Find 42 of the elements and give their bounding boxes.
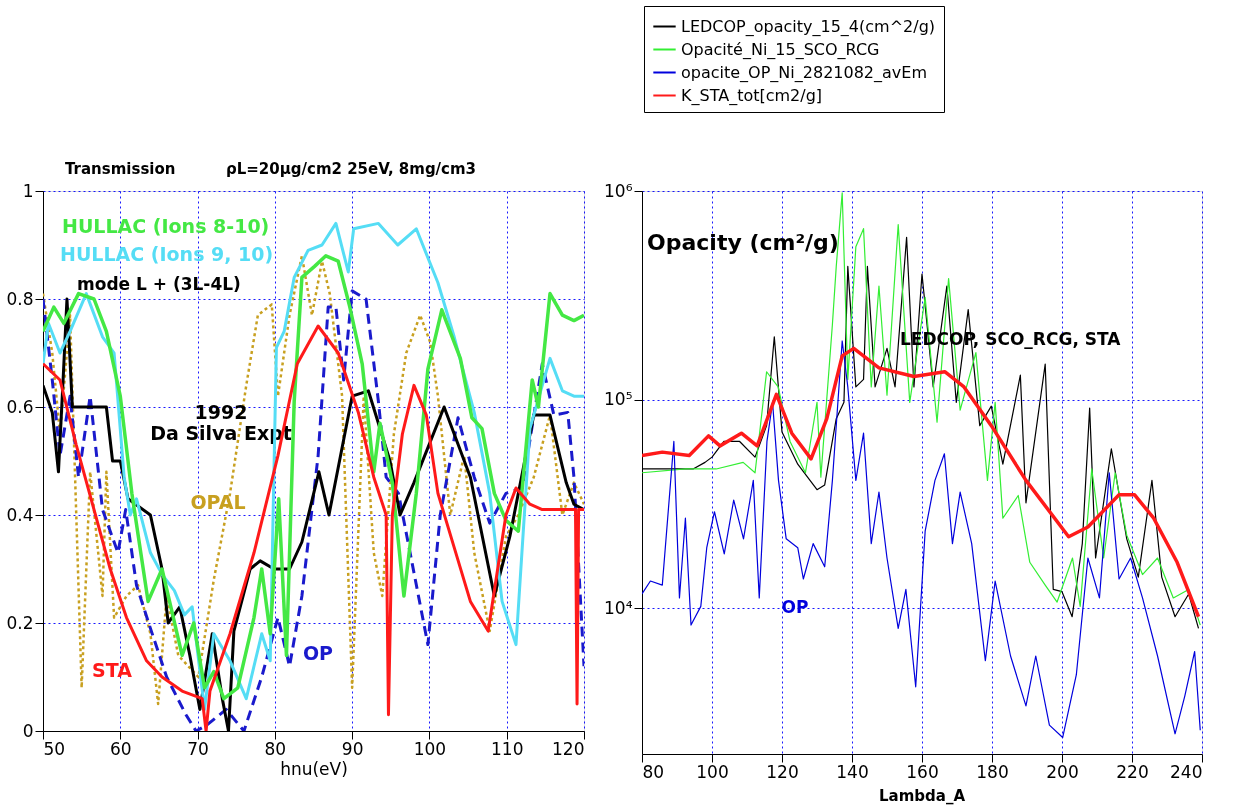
x-tick-label: 160 <box>906 761 939 782</box>
y-tick-label: 0 <box>22 720 34 741</box>
y-tick-label: 10⁵ <box>604 389 633 410</box>
legend-label: LEDCOP_opacity_15_4(cm^2/g) <box>681 16 936 37</box>
annotation: mode L + (3L-4L) <box>77 274 241 294</box>
x-tick-label: 120 <box>552 738 585 759</box>
x-tick-label: 240 <box>1170 761 1203 782</box>
x-axis-title: Lambda_A <box>878 787 966 805</box>
annotation: OP <box>781 597 809 617</box>
x-tick-label: 80 <box>264 738 287 759</box>
y-tick-label: 0.8 <box>6 288 34 309</box>
y-axis-title: Opacity (cm²/g) <box>647 230 839 255</box>
x-tick-label: 180 <box>976 761 1009 782</box>
chart-subtitle: ρL=20μg/cm2 25eV, 8mg/cm3 <box>226 160 477 178</box>
y-tick-label: 0.2 <box>6 612 34 633</box>
chart-title: Transmission <box>65 160 176 178</box>
x-tick-label: 60 <box>109 738 132 759</box>
series-label: STA <box>92 659 133 681</box>
series-label: HULLAC (Ions 9, 10) <box>60 243 274 265</box>
x-tick-label: 100 <box>413 738 447 759</box>
x-tick-label: 70 <box>187 738 209 759</box>
x-tick-label: 140 <box>836 761 869 782</box>
x-tick-label: 100 <box>696 761 729 782</box>
x-tick-label: 200 <box>1046 761 1079 782</box>
y-tick-label: 10⁶ <box>604 180 633 201</box>
x-tick-label: 220 <box>1116 761 1149 782</box>
text: HULLAC (Ions 8-10) <box>62 215 270 237</box>
x-tick-label: 110 <box>490 738 524 759</box>
y-tick-label: 1 <box>22 180 34 201</box>
x-tick-label: 50 <box>43 738 66 759</box>
y-tick-label: 10⁴ <box>604 597 633 618</box>
legend-label: K_STA_tot[cm2/g] <box>681 85 823 106</box>
y-tick-label: 0.6 <box>6 396 34 417</box>
y-tick-label: 0.4 <box>6 504 34 525</box>
x-tick-label: 80 <box>642 761 665 782</box>
x-tick-label: 120 <box>766 761 799 782</box>
series-label: OPAL <box>190 491 246 513</box>
x-axis-title: hnu(eV) <box>280 758 348 779</box>
legend-label: Opacité_Ni_15_SCO_RCG <box>681 39 880 60</box>
series-label: OP <box>302 642 334 664</box>
x-tick-label: 90 <box>341 738 364 759</box>
legend-label: opacite_OP_Ni_2821082_avEm <box>681 62 927 83</box>
